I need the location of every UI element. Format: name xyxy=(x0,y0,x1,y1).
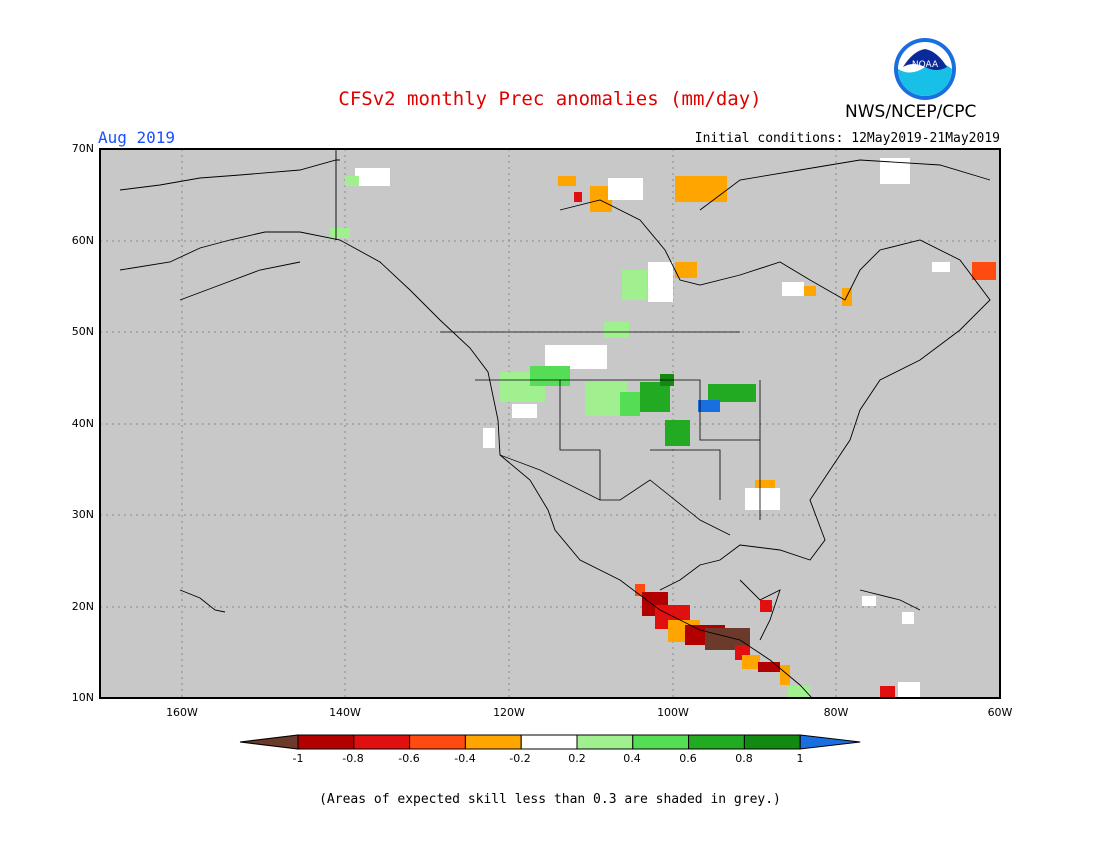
colorbar-swatch xyxy=(632,734,690,750)
forecast-month: Aug 2019 xyxy=(98,128,176,147)
colorbar-tick: -1 xyxy=(292,752,304,765)
colorbar-arrow-high xyxy=(799,734,861,750)
coastlines xyxy=(119,150,991,699)
lon-tick: 160W xyxy=(166,706,198,719)
colorbar-tick: 0.4 xyxy=(623,752,641,765)
lat-tick: 40N xyxy=(71,417,94,430)
lon-tick: 60W xyxy=(987,706,1013,719)
map-title: CFSv2 monthly Prec anomalies (mm/day) xyxy=(338,88,762,110)
lat-tick: 10N xyxy=(71,691,94,704)
lat-tick: 30N xyxy=(71,508,94,521)
colorbar-arrow-low xyxy=(239,734,299,750)
noaa-logo: NOAA xyxy=(894,38,956,100)
colorbar-tick: 0.8 xyxy=(735,752,753,765)
colorbar-swatch xyxy=(743,734,801,750)
lat-tick: 20N xyxy=(71,600,94,613)
agency-label: NWS/NCEP/CPC xyxy=(845,102,977,122)
colorbar-tick: -0.6 xyxy=(398,752,420,765)
colorbar-tick: 1 xyxy=(796,752,804,765)
colorbar-tick: 0.2 xyxy=(568,752,586,765)
lat-tick: 60N xyxy=(71,234,94,247)
lon-tick: 100W xyxy=(657,706,689,719)
lat-tick: 70N xyxy=(71,142,94,155)
colorbar-tick: 0.6 xyxy=(679,752,697,765)
colorbar-swatch xyxy=(409,734,466,750)
lon-tick: 140W xyxy=(329,706,361,719)
lat-tick: 50N xyxy=(71,325,94,338)
colorbar-swatch xyxy=(520,734,578,750)
footnote: (Areas of expected skill less than 0.3 a… xyxy=(319,792,781,807)
colorbar-tick: -0.8 xyxy=(342,752,364,765)
colorbar-tick: -0.4 xyxy=(454,752,476,765)
lon-tick: 80W xyxy=(823,706,849,719)
colorbar-swatch xyxy=(464,734,522,750)
initial-conditions: Initial conditions: 12May2019-21May2019 xyxy=(694,131,1000,146)
colorbar-swatch xyxy=(576,734,634,750)
colorbar-tick: -0.2 xyxy=(509,752,531,765)
borders xyxy=(440,331,761,536)
lon-tick: 120W xyxy=(493,706,525,719)
colorbar-swatch xyxy=(297,734,355,750)
colorbar-swatch xyxy=(688,734,745,750)
map-frame xyxy=(99,148,1001,699)
logo-text: NOAA xyxy=(912,60,939,70)
colorbar-swatch xyxy=(353,734,411,750)
